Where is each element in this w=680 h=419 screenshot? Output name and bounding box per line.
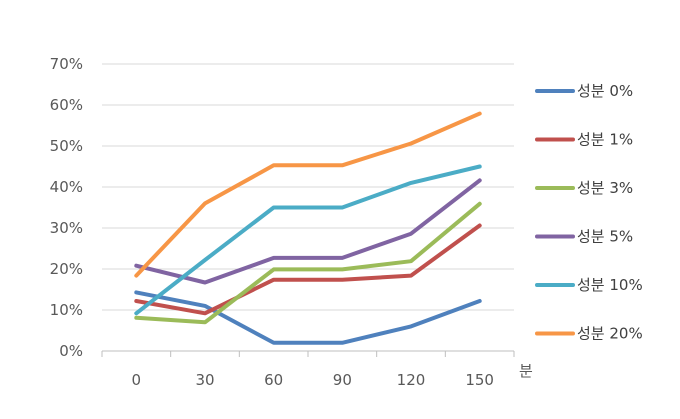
legend-label-0: 성분 0% [577, 82, 633, 100]
x-tick-label: 150 [465, 371, 494, 389]
legend-label-4: 성분 10% [577, 276, 643, 294]
y-tick-label: 40% [50, 178, 83, 196]
series-line-2 [134, 201, 482, 325]
series-line-4 [134, 164, 482, 316]
x-tick-label: 60 [264, 371, 283, 389]
x-tick-label: 120 [397, 371, 426, 389]
x-axis-label: 분 [519, 362, 533, 380]
series-line-3 [134, 178, 482, 285]
y-tick-label: 30% [50, 219, 83, 237]
y-tick-label: 70% [50, 55, 83, 73]
gridlines [102, 63, 514, 311]
y-tick-label: 50% [50, 137, 83, 155]
y-tick-label: 10% [50, 301, 83, 319]
legend: 성분 0% 성분 1% 성분 3% 성분 5% 성분 10% 성분 20% [535, 82, 643, 343]
legend-label-3: 성분 5% [577, 228, 633, 246]
legend-label-5: 성분 20% [577, 325, 643, 343]
x-tick-label: 30 [195, 371, 214, 389]
series-lines [134, 111, 482, 345]
x-tick-label: 0 [132, 371, 142, 389]
y-tick-label: 20% [50, 260, 83, 278]
legend-label-2: 성분 3% [577, 179, 633, 197]
axes: 0% 10% 20% 30% 40% 50% 60% 70% 0 30 60 90 120 150 분 [50, 55, 533, 389]
x-tick-label: 90 [333, 371, 352, 389]
series-line-1 [134, 223, 482, 316]
y-tick-label: 0% [59, 342, 83, 360]
series-line-0 [134, 290, 482, 345]
legend-label-1: 성분 1% [577, 131, 633, 149]
series-line-5 [134, 111, 482, 278]
y-tick-label: 60% [50, 96, 83, 114]
